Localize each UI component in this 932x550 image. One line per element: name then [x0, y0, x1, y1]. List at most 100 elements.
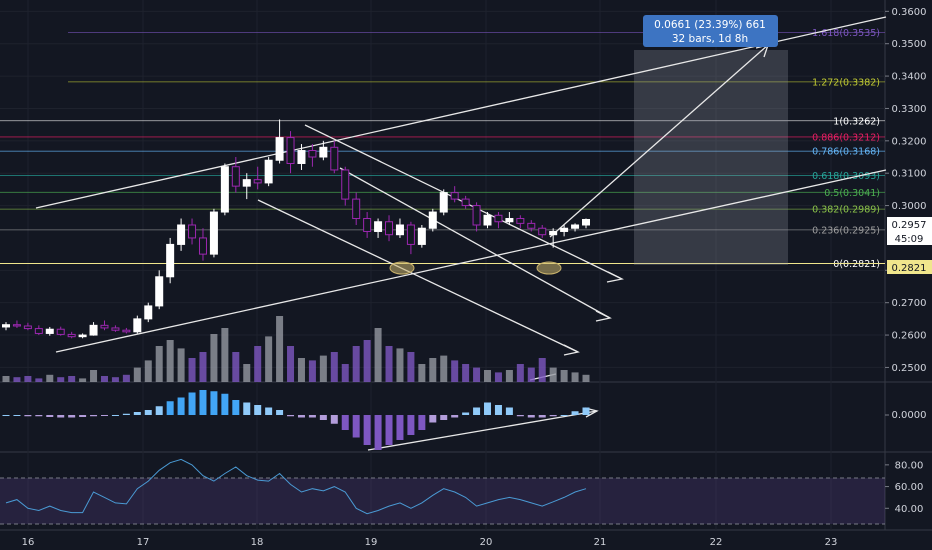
rsi-tick-label: 40.00 — [895, 504, 924, 515]
macd-bar — [122, 413, 130, 415]
descending-channel-mid — [339, 167, 611, 319]
macd-bar — [177, 397, 185, 415]
macd-bar — [418, 415, 426, 430]
arrow-head-1 — [606, 271, 624, 283]
volume-bar — [582, 374, 590, 382]
volume-bar — [111, 377, 119, 382]
upper-channel-line — [35, 16, 887, 209]
time-tick-label: 16 — [22, 537, 35, 548]
candle-body — [177, 224, 186, 245]
volume-bar — [451, 360, 459, 382]
candle-body — [308, 150, 317, 158]
price-tick-label: 0.2600 — [892, 331, 927, 342]
volume-bar — [560, 370, 568, 382]
volume-bar — [276, 316, 284, 382]
volume-bar — [429, 358, 437, 382]
price-tick-label: 0.3500 — [892, 39, 927, 50]
macd-bar — [484, 402, 492, 415]
macd-bar — [276, 410, 284, 415]
time-tick-label: 18 — [251, 537, 264, 548]
macd-bar — [221, 393, 229, 415]
macd-bar — [111, 415, 119, 416]
volume-bar — [188, 358, 196, 382]
macd-bar — [385, 415, 393, 445]
macd-bar — [516, 415, 524, 417]
candle-body — [12, 324, 21, 327]
candle-body — [538, 227, 547, 236]
arrow-head-2 — [595, 310, 612, 322]
volume-bar — [90, 370, 98, 382]
fib-level-label: 1(0.3262) — [833, 116, 880, 127]
support-price-label: 0.2821 — [892, 263, 927, 274]
volume-bar — [199, 352, 207, 382]
macd-bar — [155, 406, 163, 415]
candle-body — [100, 324, 109, 329]
candle-body — [23, 325, 32, 330]
volume-bar — [527, 367, 535, 382]
candle-body — [286, 137, 295, 164]
candle-body — [549, 230, 558, 236]
volume-bar — [243, 364, 251, 382]
volume-bar — [297, 358, 305, 382]
candle-body — [406, 224, 415, 245]
fib-level-label: 0.236(0.2925) — [812, 225, 880, 236]
candle-body — [516, 218, 525, 224]
macd-bar — [396, 415, 404, 440]
candle-body — [560, 227, 569, 232]
volume-bar — [407, 352, 415, 382]
candlestick-series — [2, 119, 590, 339]
measure-range-box — [634, 50, 788, 265]
candle-body — [494, 214, 503, 223]
candle-body — [395, 224, 404, 236]
volume-bar — [571, 372, 579, 382]
macd-bar — [297, 415, 305, 418]
volume-bar — [287, 346, 295, 382]
candle-body — [253, 179, 262, 184]
rsi-band — [0, 478, 885, 524]
volume-bar — [396, 348, 404, 382]
volume-bar — [144, 360, 152, 382]
price-tick-label: 0.3100 — [892, 169, 927, 180]
candle-body — [2, 324, 10, 328]
volume-bar — [57, 377, 65, 382]
volume-bar — [2, 376, 10, 382]
macd-bar — [319, 415, 327, 420]
volume-bar — [308, 360, 316, 382]
fib-level-label: 0.382(0.2989) — [812, 205, 880, 216]
volume-bar — [13, 377, 21, 382]
volume-bar — [166, 340, 174, 382]
candle-body — [472, 205, 481, 226]
candle-body — [582, 218, 590, 226]
macd-bar — [440, 415, 448, 420]
candle-body — [231, 166, 240, 187]
macd-histogram — [2, 390, 590, 450]
candle-body — [89, 324, 98, 336]
support-price-badge — [887, 260, 932, 274]
measure-label: 0.0661 (23.39%) 661 32 bars, 1d 8h — [643, 15, 778, 47]
macd-bar — [549, 415, 557, 417]
countdown-label: 45:09 — [895, 234, 924, 245]
volume-bar — [516, 364, 524, 382]
candle-body — [111, 327, 120, 331]
candle-body — [242, 179, 251, 187]
candle-body — [297, 150, 306, 164]
macd-bar — [100, 415, 108, 416]
candle-body — [428, 211, 437, 229]
macd-bar — [451, 415, 459, 418]
candle-body — [483, 214, 492, 226]
macd-bar — [582, 407, 590, 415]
macd-bar — [287, 415, 295, 417]
price-tick-label: 0.3200 — [892, 136, 927, 147]
candle-body — [352, 198, 361, 220]
macd-bar — [473, 407, 481, 415]
volume-bar — [484, 370, 492, 382]
volume-bar — [473, 367, 481, 382]
volume-bar — [330, 352, 338, 382]
macd-bar — [527, 415, 535, 418]
grid-lines — [0, 0, 885, 530]
price-tick-label: 0.3000 — [892, 201, 927, 212]
volume-bar — [505, 370, 513, 382]
macd-bar — [68, 415, 76, 418]
macd-bar — [571, 411, 579, 415]
